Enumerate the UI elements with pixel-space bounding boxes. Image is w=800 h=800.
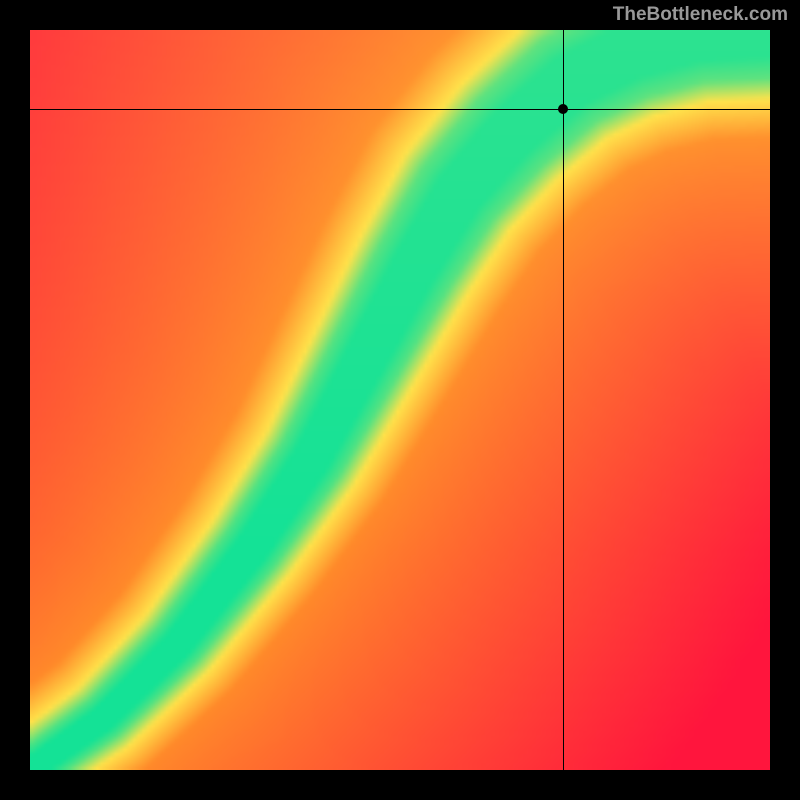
heatmap-plot	[30, 30, 770, 770]
watermark: TheBottleneck.com	[613, 4, 788, 26]
crosshair-horizontal	[30, 109, 770, 110]
crosshair-vertical	[563, 30, 564, 770]
heatmap-canvas	[30, 30, 770, 770]
crosshair-point	[558, 104, 568, 114]
